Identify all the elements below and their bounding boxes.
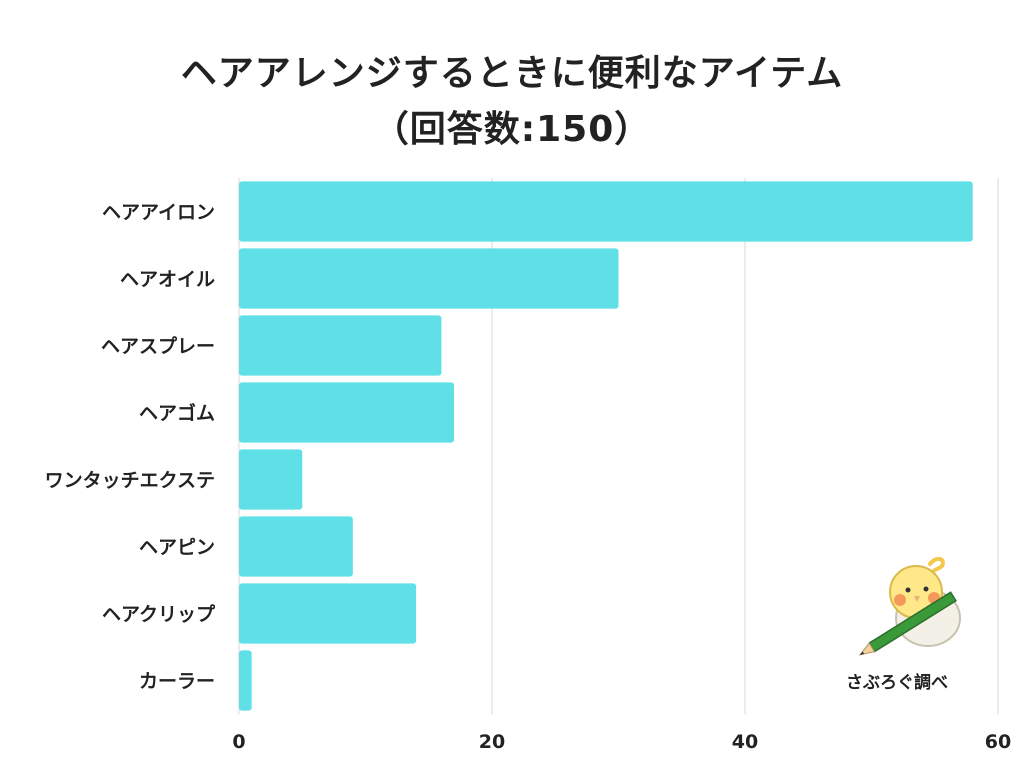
bar — [239, 248, 619, 309]
category-label: ヘアオイル — [120, 269, 215, 291]
bird-with-pencil-icon — [858, 557, 961, 656]
bar — [239, 315, 442, 376]
source-credit: さぶろぐ調べ — [846, 673, 948, 693]
category-label: ヘアアイロン — [102, 202, 215, 224]
bar — [239, 382, 455, 443]
chart-title: ヘアアレンジするときに便利なアイテム — [180, 53, 844, 94]
category-label: ヘアピン — [139, 537, 215, 559]
x-tick-label: 60 — [985, 731, 1011, 753]
bar — [239, 650, 252, 711]
chart-subtitle: （回答数:150） — [372, 109, 652, 150]
bar — [239, 583, 417, 644]
x-tick-label: 0 — [232, 731, 245, 753]
bar — [239, 181, 973, 242]
category-label: カーラー — [139, 671, 215, 693]
x-tick-label: 20 — [479, 731, 505, 753]
category-label: ヘアゴム — [139, 402, 215, 425]
category-label: ワンタッチエクステ — [45, 470, 215, 492]
bar — [239, 449, 303, 510]
x-tick-label: 40 — [732, 731, 758, 753]
category-label: ヘアクリップ — [102, 603, 216, 626]
bar — [239, 516, 353, 577]
category-label: ヘアスプレー — [101, 335, 215, 358]
